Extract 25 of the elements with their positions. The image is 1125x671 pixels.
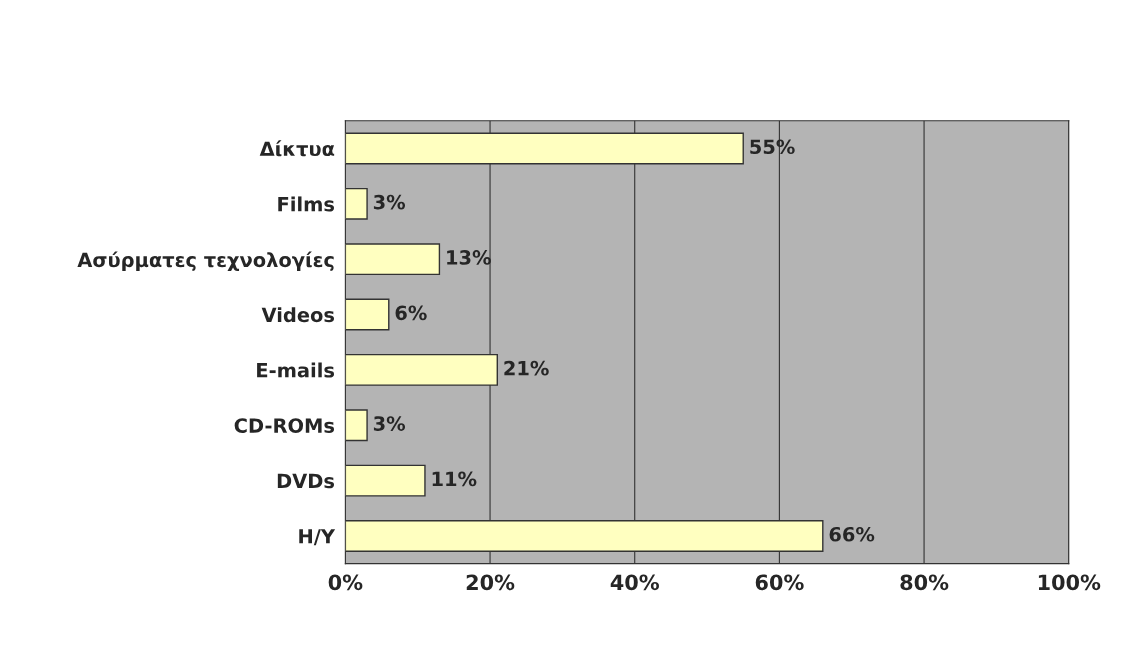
- data-label: 6%: [395, 305, 427, 321]
- y-tick-label: E-mails: [257, 362, 335, 378]
- data-label: 66%: [829, 526, 875, 542]
- data-label: 21%: [504, 360, 549, 376]
- data-label: 3%: [373, 194, 406, 210]
- bar: [345, 298, 390, 331]
- x-tick-label: 20%: [466, 574, 515, 591]
- y-tick-label: Videos: [261, 307, 335, 323]
- bar: [345, 243, 441, 276]
- bar: [345, 464, 426, 497]
- y-tick-label: CD-ROMs: [234, 418, 335, 433]
- y-tick-label: Δίκτυα: [259, 140, 335, 157]
- x-tick-label: 80%: [900, 574, 949, 591]
- bar: [345, 409, 368, 442]
- x-tick-label: 40%: [610, 574, 659, 591]
- y-tick-label: Films: [278, 196, 335, 212]
- y-tick-label: Ασύρματες τεχνολογίες: [77, 251, 334, 272]
- y-tick-label: DVDs: [277, 473, 335, 489]
- y-tick-label: H/Y: [299, 529, 336, 546]
- bar: [345, 187, 368, 220]
- data-label: 11%: [432, 471, 477, 487]
- x-tick-label: 100%: [1038, 574, 1101, 591]
- x-tick-label: 0%: [328, 574, 363, 591]
- x-tick-label: 60%: [755, 574, 804, 591]
- data-label: 3%: [373, 416, 406, 431]
